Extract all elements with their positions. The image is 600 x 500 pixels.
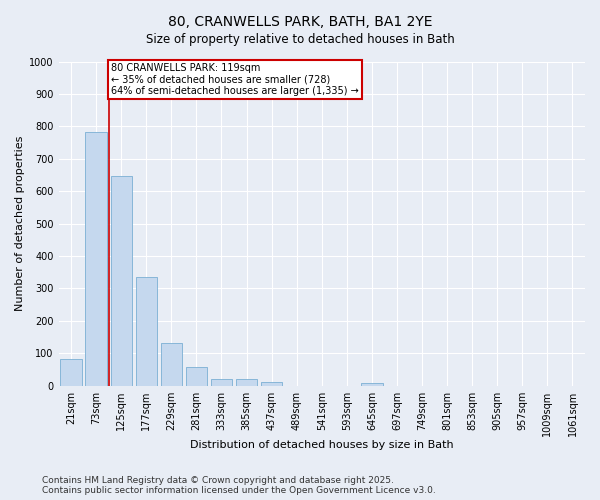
Text: 80 CRANWELLS PARK: 119sqm
← 35% of detached houses are smaller (728)
64% of semi: 80 CRANWELLS PARK: 119sqm ← 35% of detac…: [111, 63, 359, 96]
Bar: [85, 132, 107, 386]
Y-axis label: Number of detached properties: Number of detached properties: [15, 136, 25, 312]
Bar: [211, 378, 232, 386]
Bar: [161, 342, 182, 386]
Bar: [136, 277, 157, 386]
Bar: [361, 383, 383, 386]
Text: Contains HM Land Registry data © Crown copyright and database right 2025.
Contai: Contains HM Land Registry data © Crown c…: [42, 476, 436, 495]
Bar: [186, 367, 207, 386]
X-axis label: Distribution of detached houses by size in Bath: Distribution of detached houses by size …: [190, 440, 454, 450]
Text: 80, CRANWELLS PARK, BATH, BA1 2YE: 80, CRANWELLS PARK, BATH, BA1 2YE: [168, 15, 432, 29]
Bar: [261, 382, 282, 386]
Bar: [61, 359, 82, 386]
Bar: [236, 379, 257, 386]
Bar: [110, 176, 132, 386]
Text: Size of property relative to detached houses in Bath: Size of property relative to detached ho…: [146, 32, 454, 46]
